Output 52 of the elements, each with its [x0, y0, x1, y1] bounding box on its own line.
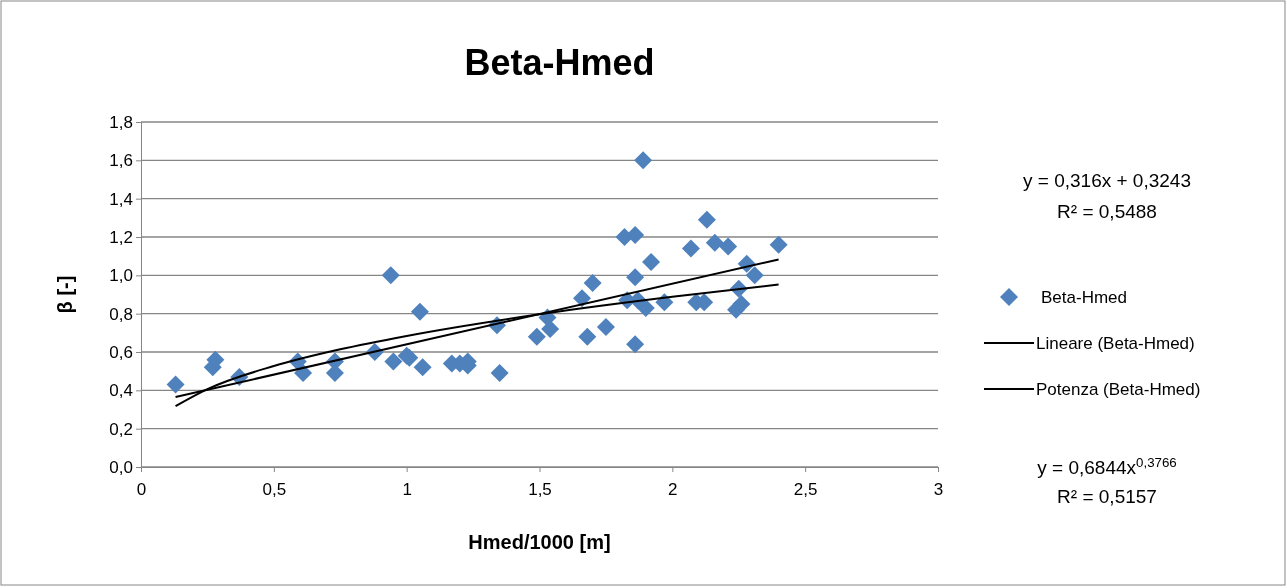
x-tick-label: 1,5: [528, 480, 552, 500]
x-tick-label: 2: [668, 480, 678, 500]
y-tick-label: 1,0: [109, 266, 133, 286]
x-tick-label: 3: [933, 480, 944, 500]
legend-label: Lineare (Beta-Hmed): [1036, 334, 1195, 353]
point: [719, 237, 738, 256]
point: [541, 320, 560, 338]
text: R² = 0,5157: [1057, 486, 1157, 507]
point: [583, 274, 602, 292]
point: [596, 318, 615, 337]
point: [413, 358, 432, 377]
point: [490, 364, 509, 383]
point: [642, 252, 661, 271]
chart-title: Beta-Hmed: [464, 42, 655, 83]
point: [626, 226, 645, 245]
x-tick-label: 1: [402, 480, 412, 500]
y-tick-label: 1,6: [109, 151, 133, 171]
y-axis-title: β [-]: [54, 275, 76, 314]
point: [745, 266, 764, 285]
y-tick-label: 0,2: [109, 419, 133, 439]
x-axis-title: Hmed/1000 [m]: [468, 531, 611, 553]
text: y = 0,6844x$^{0,3766}$: [1037, 454, 1177, 478]
y-tick-label: 0,6: [109, 342, 133, 362]
text: R² = 0,5488: [1057, 201, 1157, 222]
point: [410, 302, 429, 321]
x-tick-label: 0: [136, 480, 147, 500]
point: [527, 327, 546, 346]
point: [384, 352, 403, 371]
x-tick-label: 0,5: [262, 480, 287, 500]
point: [166, 375, 185, 394]
point: [381, 266, 400, 285]
point: [626, 268, 645, 287]
y-tick-label: 1,8: [109, 112, 133, 132]
y-tick-label: 1,4: [109, 189, 133, 209]
point: [705, 233, 724, 252]
y-tick-label: 0,0: [109, 457, 133, 477]
text: y = 0,316x + 0,3243: [1023, 170, 1191, 191]
point: [626, 335, 645, 354]
point: [578, 327, 597, 346]
point: [732, 295, 751, 314]
legend-label: Beta-Hmed: [1041, 288, 1127, 307]
legend-label: Potenza (Beta-Hmed): [1036, 380, 1201, 399]
point: [681, 239, 700, 258]
point: [636, 298, 655, 317]
x-tick-label: 2,5: [793, 480, 818, 500]
y-tick-label: 1,2: [109, 227, 133, 247]
y-tick-label: 0,4: [109, 381, 133, 401]
point: [769, 235, 788, 254]
point: [634, 151, 653, 170]
point: [697, 210, 716, 229]
point: [573, 289, 592, 308]
y-tick-label: 0,8: [109, 304, 133, 324]
